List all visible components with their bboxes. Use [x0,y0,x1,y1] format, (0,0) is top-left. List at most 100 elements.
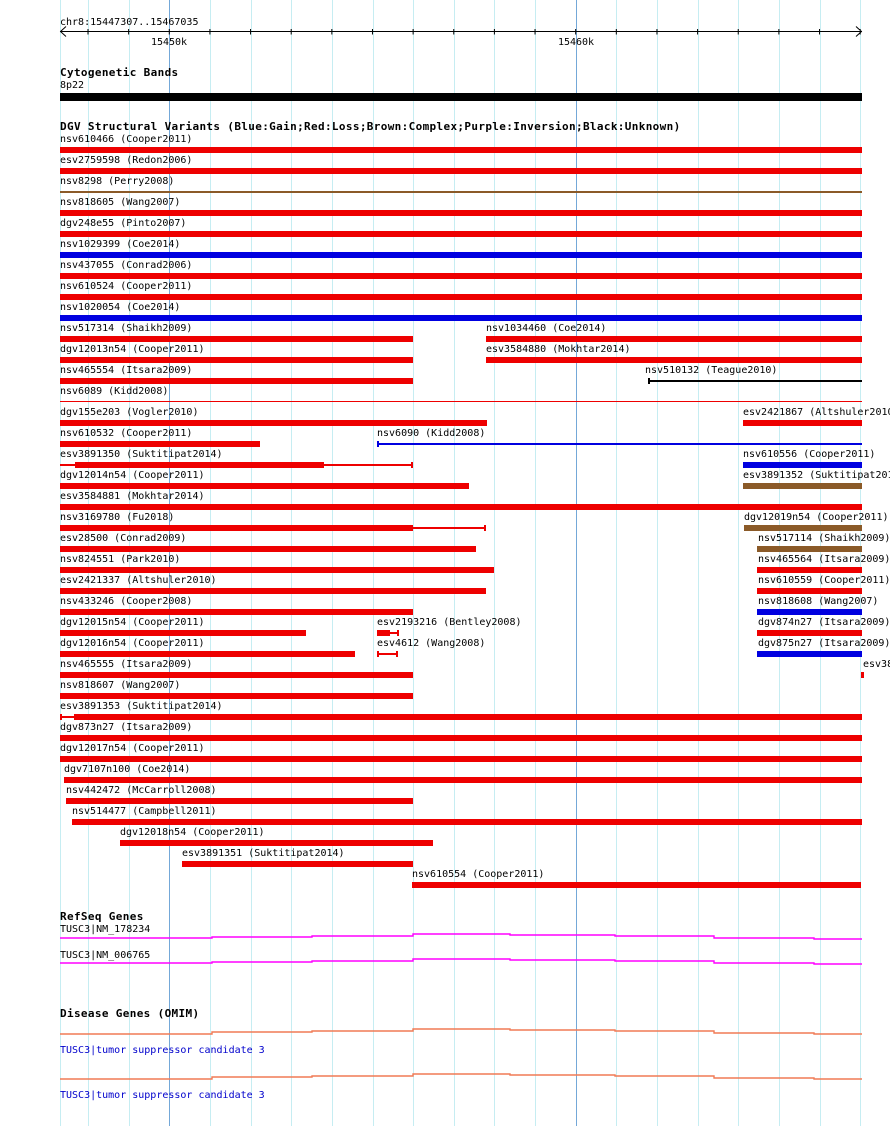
variant-label[interactable]: nsv818608 (Wang2007) [758,596,879,607]
variant-label[interactable]: nsv510132 (Teague2010) [645,365,778,376]
variant-label[interactable]: nsv610524 (Cooper2011) [60,281,193,292]
variant-bar[interactable] [60,735,862,741]
variant-bar[interactable] [60,672,413,678]
variant-bar[interactable] [60,525,413,531]
variant-label[interactable]: nsv3169780 (Fu2018) [60,512,175,523]
variant-label[interactable]: nsv517114 (Shaikh2009) [758,533,890,544]
variant-bar[interactable] [757,588,862,594]
variant-line[interactable] [60,191,862,193]
variant-bar[interactable] [757,567,862,573]
variant-label[interactable]: esv3891351 (Suktitipat2014) [182,848,345,859]
variant-label[interactable]: esv4612 (Wang2008) [377,638,486,649]
variant-bar[interactable] [60,210,862,216]
omim-gene-line[interactable] [60,1028,862,1035]
variant-bar[interactable] [60,756,862,762]
variant-bar[interactable] [60,420,487,426]
variant-bar[interactable] [60,630,306,636]
variant-label[interactable]: nsv437055 (Conrad2006) [60,260,193,271]
variant-bar[interactable] [379,630,390,636]
variant-label[interactable]: dgv875n27 (Itsara2009) [758,638,890,649]
variant-bar[interactable] [486,336,862,342]
variant-label[interactable]: dgv12019n54 (Cooper2011) [744,512,889,523]
variant-label[interactable]: dgv12013n54 (Cooper2011) [60,344,205,355]
variant-label[interactable]: dgv248e55 (Pinto2007) [60,218,187,229]
variant-label[interactable]: nsv1034460 (Coe2014) [486,323,607,334]
variant-label[interactable]: nsv465554 (Itsara2009) [60,365,193,376]
variant-label[interactable]: esv3891353 (Suktitipat2014) [60,701,223,712]
variant-label[interactable]: nsv442472 (McCarroll2008) [66,785,217,796]
variant-bar[interactable] [757,630,862,636]
variant-bar[interactable] [60,336,413,342]
variant-bar[interactable] [60,609,413,615]
variant-bar[interactable] [743,483,862,489]
variant-label[interactable]: nsv517314 (Shaikh2009) [60,323,193,334]
omim-gene-line[interactable] [60,1073,862,1080]
variant-bar[interactable] [744,525,862,531]
variant-label[interactable]: dgv12016n54 (Cooper2011) [60,638,205,649]
variant-label[interactable]: dgv7107n100 (Coe2014) [64,764,191,775]
variant-line[interactable] [60,716,74,718]
variant-line[interactable] [377,653,398,655]
variant-bar[interactable] [75,462,324,468]
variant-bar[interactable] [60,315,862,321]
variant-label[interactable]: nsv1020054 (Coe2014) [60,302,181,313]
variant-label[interactable]: nsv610532 (Cooper2011) [60,428,193,439]
variant-label[interactable]: dgv12014n54 (Cooper2011) [60,470,205,481]
variant-label[interactable]: esv3891352 (Suktitipat2014) [743,470,890,481]
variant-label[interactable]: nsv610466 (Cooper2011) [60,134,193,145]
variant-label[interactable]: nsv1029399 (Coe2014) [60,239,181,250]
refseq-gene-line[interactable] [60,933,862,940]
variant-bar[interactable] [412,882,861,888]
omim-gene-label[interactable]: TUSC3|tumor suppressor candidate 3 [60,1045,265,1056]
variant-label[interactable]: nsv610559 (Cooper2011) [758,575,890,586]
variant-label[interactable]: esv28500 (Conrad2009) [60,533,187,544]
variant-bar[interactable] [757,651,862,657]
variant-line[interactable] [60,401,862,402]
variant-bar[interactable] [60,441,260,447]
variant-bar[interactable] [120,840,433,846]
variant-label[interactable]: nsv610556 (Cooper2011) [743,449,876,460]
variant-bar[interactable] [743,462,862,468]
variant-bar[interactable] [60,483,469,489]
variant-label[interactable]: dgv12015n54 (Cooper2011) [60,617,205,628]
variant-label[interactable]: esv3891350 (Suktitipat2014) [60,449,223,460]
variant-label[interactable]: dgv12018n54 (Cooper2011) [120,827,265,838]
variant-bar[interactable] [486,357,862,363]
variant-label[interactable]: dgv155e203 (Vogler2010) [60,407,199,418]
variant-line[interactable] [324,464,413,466]
variant-bar[interactable] [60,168,862,174]
variant-bar[interactable] [60,378,413,384]
variant-label[interactable]: dgv12017n54 (Cooper2011) [60,743,205,754]
variant-label[interactable]: esv3584880 (Mokhtar2014) [486,344,631,355]
variant-bar[interactable] [60,357,413,363]
variant-label[interactable]: esv2421867 (Altshuler2010) [743,407,890,418]
variant-bar[interactable] [182,861,413,867]
variant-label[interactable]: dgv873n27 (Itsara2009) [60,722,193,733]
variant-bar[interactable] [60,231,862,237]
variant-line[interactable] [413,527,486,529]
variant-bar[interactable] [72,819,862,825]
variant-bar[interactable] [861,672,864,678]
variant-bar[interactable] [60,651,355,657]
variant-label[interactable]: esv2193216 (Bentley2008) [377,617,522,628]
refseq-gene-label[interactable]: TUSC3|NM_006765 [60,950,151,961]
variant-bar[interactable] [757,546,862,552]
variant-bar[interactable] [60,546,476,552]
variant-line[interactable] [377,443,862,445]
variant-bar[interactable] [60,588,486,594]
variant-label[interactable]: nsv465564 (Itsara2009) [758,554,890,565]
variant-bar[interactable] [60,693,413,699]
variant-bar[interactable] [757,609,862,615]
variant-bar[interactable] [60,147,862,153]
variant-bar[interactable] [74,714,862,720]
variant-label[interactable]: nsv818607 (Wang2007) [60,680,181,691]
variant-label[interactable]: nsv6089 (Kidd2008) [60,386,169,397]
variant-bar[interactable] [743,420,862,426]
variant-label[interactable]: nsv824551 (Park2010) [60,554,181,565]
variant-label[interactable]: esv3584881 (Mokhtar2014) [60,491,205,502]
variant-bar[interactable] [60,273,862,279]
variant-label[interactable]: dgv874n27 (Itsara2009) [758,617,890,628]
variant-label[interactable]: nsv818605 (Wang2007) [60,197,181,208]
omim-gene-label[interactable]: TUSC3|tumor suppressor candidate 3 [60,1090,265,1101]
variant-label[interactable]: nsv610554 (Cooper2011) [412,869,545,880]
